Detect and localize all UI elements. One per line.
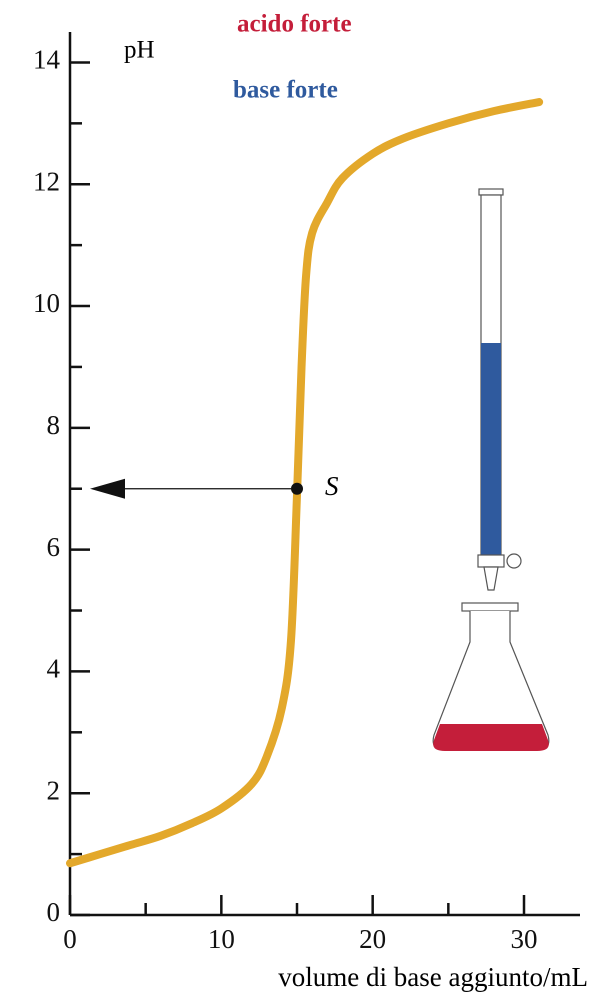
chart: acido forte base forte pH volume di base… [0,0,598,1000]
x-tick-label: 20 [359,924,386,954]
flask-liquid [433,724,549,751]
y-tick-label: 8 [47,410,61,440]
y-tick-label: 2 [47,775,61,805]
x-axis-label: volume di base aggiunto/mL [278,962,588,992]
y-tick-label: 6 [47,532,61,562]
y-tick-label: 0 [47,897,61,927]
equivalence-point [291,483,303,495]
point-label: S [325,471,339,501]
y-tick-label: 14 [33,45,61,75]
x-tick-label: 0 [63,924,77,954]
y-tick-label: 10 [33,288,60,318]
y-tick-label: 4 [47,654,61,684]
x-tick-label: 30 [511,924,538,954]
reading-arrowhead [90,479,125,499]
legend-acid: acido forte [237,11,352,38]
x-tick-label: 10 [208,924,235,954]
flask [433,603,549,751]
y-axis-label: pH [124,37,155,64]
legend-base: base forte [233,77,338,104]
burette [478,189,521,590]
burette-liquid [481,343,501,555]
y-tick-label: 12 [33,166,60,196]
